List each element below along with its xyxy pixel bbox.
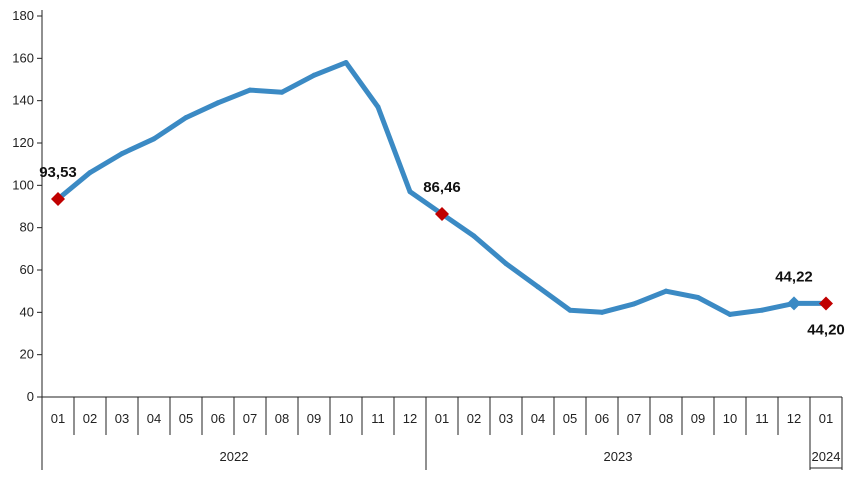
year-label: 2023 xyxy=(604,449,633,464)
y-tick-label: 180 xyxy=(12,8,34,23)
x-tick-label: 04 xyxy=(147,411,161,426)
x-tick-label: 05 xyxy=(563,411,577,426)
data-point xyxy=(151,136,157,142)
data-point xyxy=(503,261,509,267)
data-point xyxy=(183,115,189,121)
data-point xyxy=(311,72,317,78)
data-point xyxy=(343,60,349,66)
y-tick-label: 80 xyxy=(20,220,34,235)
data-label: 86,46 xyxy=(423,179,461,196)
annotation-marker xyxy=(787,296,801,311)
x-tick-label: 04 xyxy=(531,411,545,426)
data-label: 44,22 xyxy=(775,268,813,285)
data-point xyxy=(695,295,701,301)
x-tick-label: 12 xyxy=(403,411,417,426)
x-tick-label: 01 xyxy=(51,411,65,426)
data-label: 93,53 xyxy=(39,164,77,181)
x-tick-label: 08 xyxy=(275,411,289,426)
x-tick-label: 02 xyxy=(83,411,97,426)
x-tick-label: 06 xyxy=(211,411,225,426)
y-tick-label: 0 xyxy=(27,389,34,404)
data-point xyxy=(247,87,253,93)
x-tick-label: 02 xyxy=(467,411,481,426)
x-tick-label: 07 xyxy=(627,411,641,426)
x-tick-label: 10 xyxy=(339,411,353,426)
data-point xyxy=(87,170,93,176)
data-point xyxy=(727,311,733,317)
data-point xyxy=(759,307,765,313)
data-point xyxy=(279,89,285,95)
year-label: 2024 xyxy=(812,449,841,464)
x-tick-label: 03 xyxy=(115,411,129,426)
data-point xyxy=(119,151,125,157)
data-point xyxy=(471,233,477,239)
x-tick-label: 06 xyxy=(595,411,609,426)
x-tick-label: 11 xyxy=(755,411,769,426)
annotation-marker xyxy=(435,206,449,221)
x-tick-label: 10 xyxy=(723,411,737,426)
y-tick-label: 40 xyxy=(20,304,34,319)
data-point xyxy=(375,104,381,110)
x-tick-label: 01 xyxy=(819,411,833,426)
y-tick-label: 100 xyxy=(12,177,34,192)
data-point xyxy=(215,100,221,106)
y-tick-label: 120 xyxy=(12,135,34,150)
data-point xyxy=(567,307,573,313)
y-tick-label: 160 xyxy=(12,50,34,65)
x-tick-label: 09 xyxy=(691,411,705,426)
annotation-marker xyxy=(51,192,65,207)
x-tick-label: 08 xyxy=(659,411,673,426)
y-tick-label: 140 xyxy=(12,93,34,108)
data-point xyxy=(631,301,637,307)
data-point xyxy=(599,309,605,315)
x-tick-label: 03 xyxy=(499,411,513,426)
data-point xyxy=(407,189,413,195)
x-tick-label: 12 xyxy=(787,411,801,426)
x-tick-label: 01 xyxy=(435,411,449,426)
x-tick-label: 11 xyxy=(371,411,385,426)
data-point xyxy=(535,284,541,290)
y-tick-label: 20 xyxy=(20,347,34,362)
x-tick-label: 07 xyxy=(243,411,257,426)
year-label: 2022 xyxy=(220,449,249,464)
x-tick-label: 09 xyxy=(307,411,321,426)
x-tick-label: 05 xyxy=(179,411,193,426)
annotation-marker xyxy=(819,296,833,311)
data-point xyxy=(663,288,669,294)
y-tick-label: 60 xyxy=(20,262,34,277)
data-label: 44,20 xyxy=(807,321,845,338)
